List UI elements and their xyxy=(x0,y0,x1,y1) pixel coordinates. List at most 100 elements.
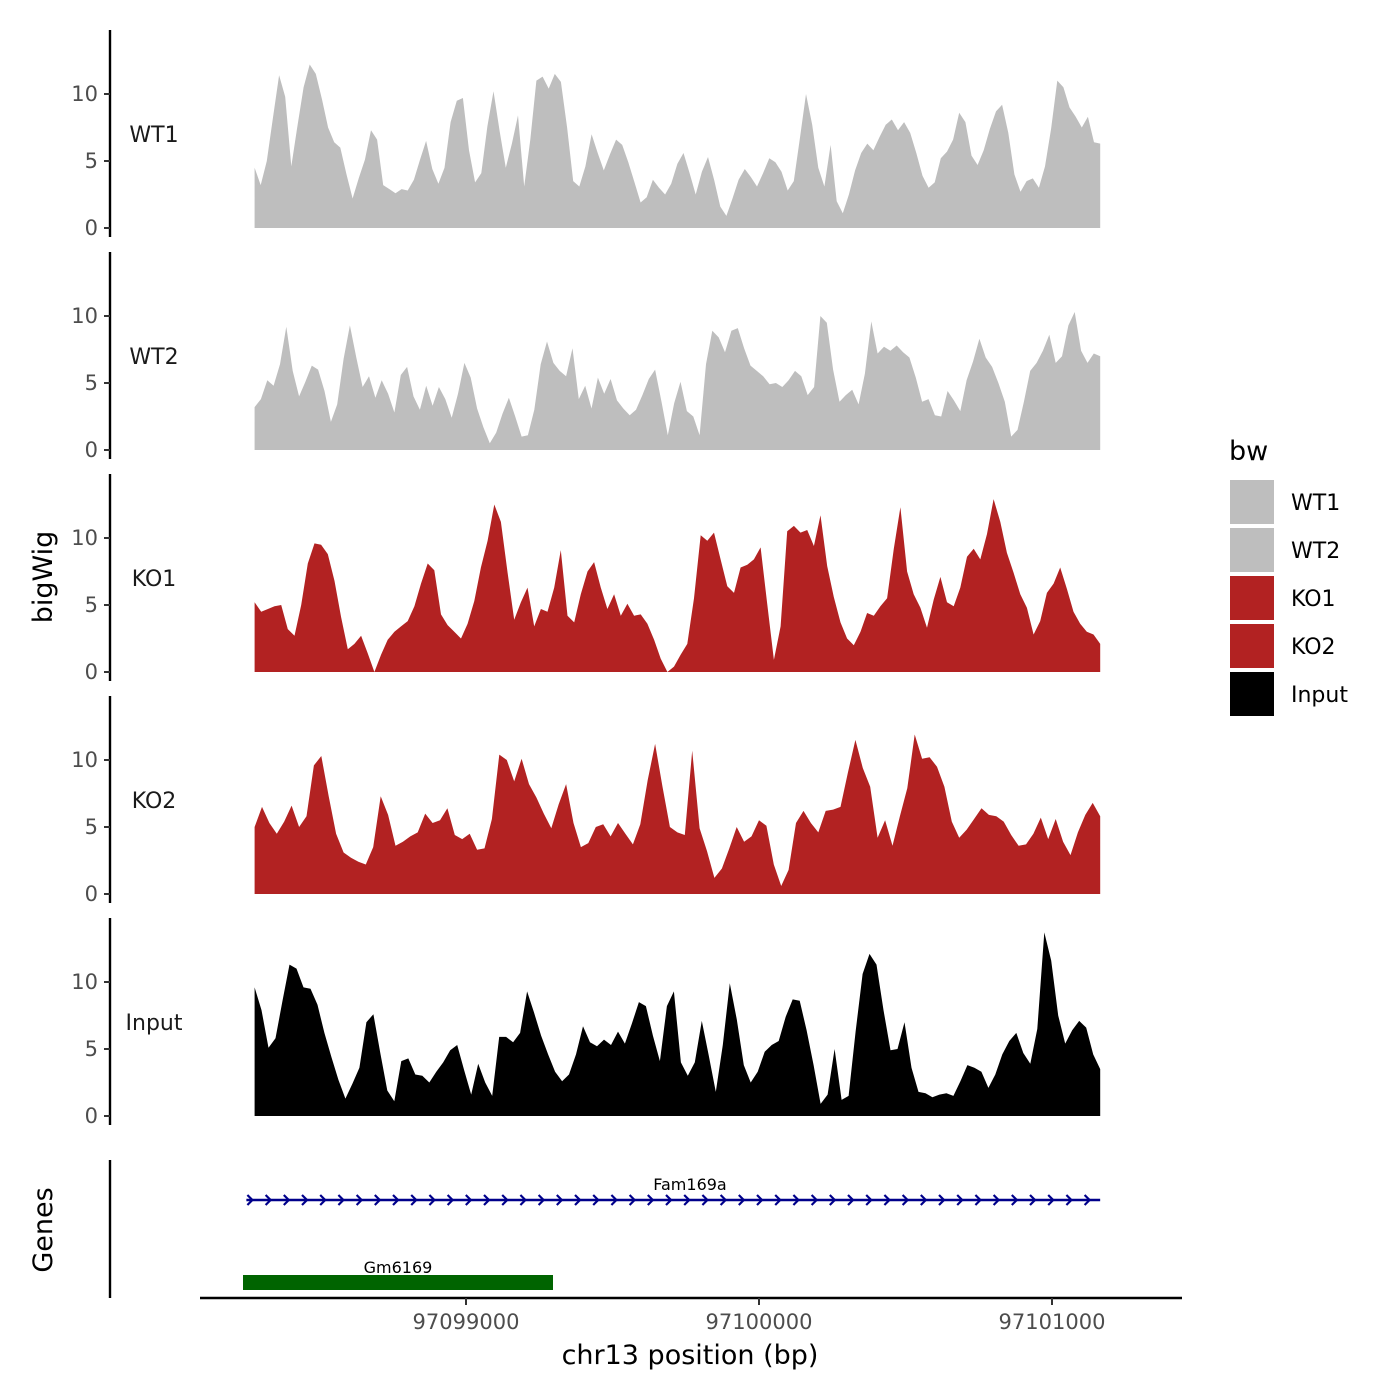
strand-arrow-icon xyxy=(756,1194,764,1206)
genes-track: Fam169a Gm6169 xyxy=(108,1160,1101,1298)
strand-arrow-icon xyxy=(665,1194,673,1206)
strand-arrow-icon xyxy=(501,1194,509,1206)
y-tick-label: 0 xyxy=(85,1104,98,1128)
x-tick-label: 97101000 xyxy=(999,1310,1106,1334)
y-tick-label: 10 xyxy=(71,304,98,328)
strand-arrow-icon xyxy=(1029,1194,1037,1206)
strand-arrow-icon xyxy=(974,1194,982,1206)
y-tick-label: 5 xyxy=(85,1037,98,1061)
strand-arrow-icon xyxy=(992,1194,1001,1206)
strand-arrow-icon xyxy=(810,1194,819,1206)
legend-item: KO1 xyxy=(1230,576,1336,620)
strand-arrow-icon xyxy=(264,1194,273,1206)
strand-arrow-icon xyxy=(574,1194,582,1206)
legend-swatch xyxy=(1230,576,1274,620)
legend-item: KO2 xyxy=(1230,624,1336,668)
legend-label: KO2 xyxy=(1291,635,1336,660)
coverage-tracks: 0 5 10 WT1 0 5 10 WT2 0 5 10 KO1 0 5 10 KO2 0 5 10 Input xyxy=(71,30,1101,1128)
strand-arrow-icon xyxy=(865,1194,873,1206)
legend-title: bw xyxy=(1229,436,1268,467)
strand-arrow-icon xyxy=(701,1194,709,1206)
track-wt2: 0 5 10 WT2 xyxy=(71,252,1101,462)
strand-arrow-icon xyxy=(1083,1194,1092,1206)
gene-fam169a: Fam169a xyxy=(246,1175,1101,1206)
gene-label-fam169a: Fam169a xyxy=(653,1175,726,1194)
legend: bw WT1 WT2 KO1 KO2 Input xyxy=(1229,436,1348,716)
y-tick-label: 5 xyxy=(85,371,98,395)
strand-arrow-icon xyxy=(647,1194,655,1206)
strand-arrow-icon xyxy=(337,1194,345,1206)
strand-arrow-icon xyxy=(283,1194,291,1206)
y-tick-label: 10 xyxy=(71,970,98,994)
y-tick-label: 0 xyxy=(85,660,98,684)
legend-item: Input xyxy=(1230,672,1348,716)
legend-label: Input xyxy=(1291,683,1348,708)
legend-swatch xyxy=(1230,480,1274,524)
track-label: WT2 xyxy=(129,345,178,370)
legend-item: WT1 xyxy=(1230,480,1340,524)
strand-arrow-icon xyxy=(428,1194,436,1206)
track-label: KO2 xyxy=(132,789,177,814)
coverage-area-input xyxy=(254,932,1101,1116)
strand-arrow-icon xyxy=(1065,1194,1073,1206)
strand-arrow-icon xyxy=(792,1194,800,1206)
strand-arrow-icon xyxy=(628,1194,637,1206)
strand-arrow-icon xyxy=(319,1194,327,1206)
strand-arrow-icon xyxy=(683,1194,691,1206)
legend-label: WT2 xyxy=(1291,539,1340,564)
strand-arrow-icon xyxy=(592,1194,600,1206)
strand-arrow-icon xyxy=(1011,1194,1019,1206)
gene-box xyxy=(243,1275,553,1290)
x-axis: 97099000 97100000 97101000 xyxy=(200,1296,1182,1334)
strand-arrow-icon xyxy=(920,1194,928,1206)
track-label: KO1 xyxy=(132,567,177,592)
strand-arrow-icon xyxy=(374,1194,382,1206)
coverage-area-ko2 xyxy=(254,734,1101,894)
y-tick-label: 0 xyxy=(85,438,98,462)
strand-arrow-icon xyxy=(246,1194,254,1206)
x-tick-label: 97099000 xyxy=(413,1310,520,1334)
x-axis-title: chr13 position (bp) xyxy=(562,1340,819,1371)
y-tick-label: 0 xyxy=(85,882,98,906)
strand-arrow-icon xyxy=(738,1194,746,1206)
strand-arrow-icon xyxy=(446,1194,455,1206)
legend-item: WT2 xyxy=(1230,528,1340,572)
strand-arrow-icon xyxy=(774,1194,782,1206)
y-tick-label: 10 xyxy=(71,748,98,772)
y-axis-title: bigWig xyxy=(28,531,59,624)
strand-arrow-icon xyxy=(847,1194,855,1206)
y-tick-label: 5 xyxy=(85,149,98,173)
legend-swatch xyxy=(1230,672,1274,716)
legend-label: KO1 xyxy=(1291,587,1336,612)
coverage-area-ko1 xyxy=(254,499,1101,672)
track-ko2: 0 5 10 KO2 xyxy=(71,696,1101,906)
legend-label: WT1 xyxy=(1291,491,1340,516)
coverage-area-wt2 xyxy=(254,312,1101,450)
legend-swatch xyxy=(1230,624,1274,668)
track-label: Input xyxy=(126,1011,183,1036)
strand-arrow-icon xyxy=(410,1194,418,1206)
strand-arrow-icon xyxy=(355,1194,364,1206)
strand-arrow-icon xyxy=(301,1194,309,1206)
y-tick-label: 5 xyxy=(85,593,98,617)
track-label: WT1 xyxy=(129,123,178,148)
strand-arrow-icon xyxy=(610,1194,618,1206)
strand-arrow-icon xyxy=(901,1194,910,1206)
track-wt1: 0 5 10 WT1 xyxy=(71,30,1101,240)
y-tick-label: 0 xyxy=(85,216,98,240)
strand-arrow-icon xyxy=(938,1194,946,1206)
strand-arrow-icon xyxy=(519,1194,527,1206)
gene-gm6169: Gm6169 xyxy=(243,1258,553,1290)
legend-swatch xyxy=(1230,528,1274,572)
strand-arrow-icon xyxy=(537,1194,546,1206)
y-tick-label: 5 xyxy=(85,815,98,839)
y-tick-label: 10 xyxy=(71,82,98,106)
y-tick-label: 10 xyxy=(71,526,98,550)
strand-arrow-icon xyxy=(483,1194,491,1206)
strand-arrow-icon xyxy=(883,1194,891,1206)
genes-axis-title: Genes xyxy=(28,1187,59,1272)
strand-arrow-icon xyxy=(1047,1194,1055,1206)
strand-arrow-icon xyxy=(956,1194,964,1206)
track-input: 0 5 10 Input xyxy=(71,918,1101,1128)
